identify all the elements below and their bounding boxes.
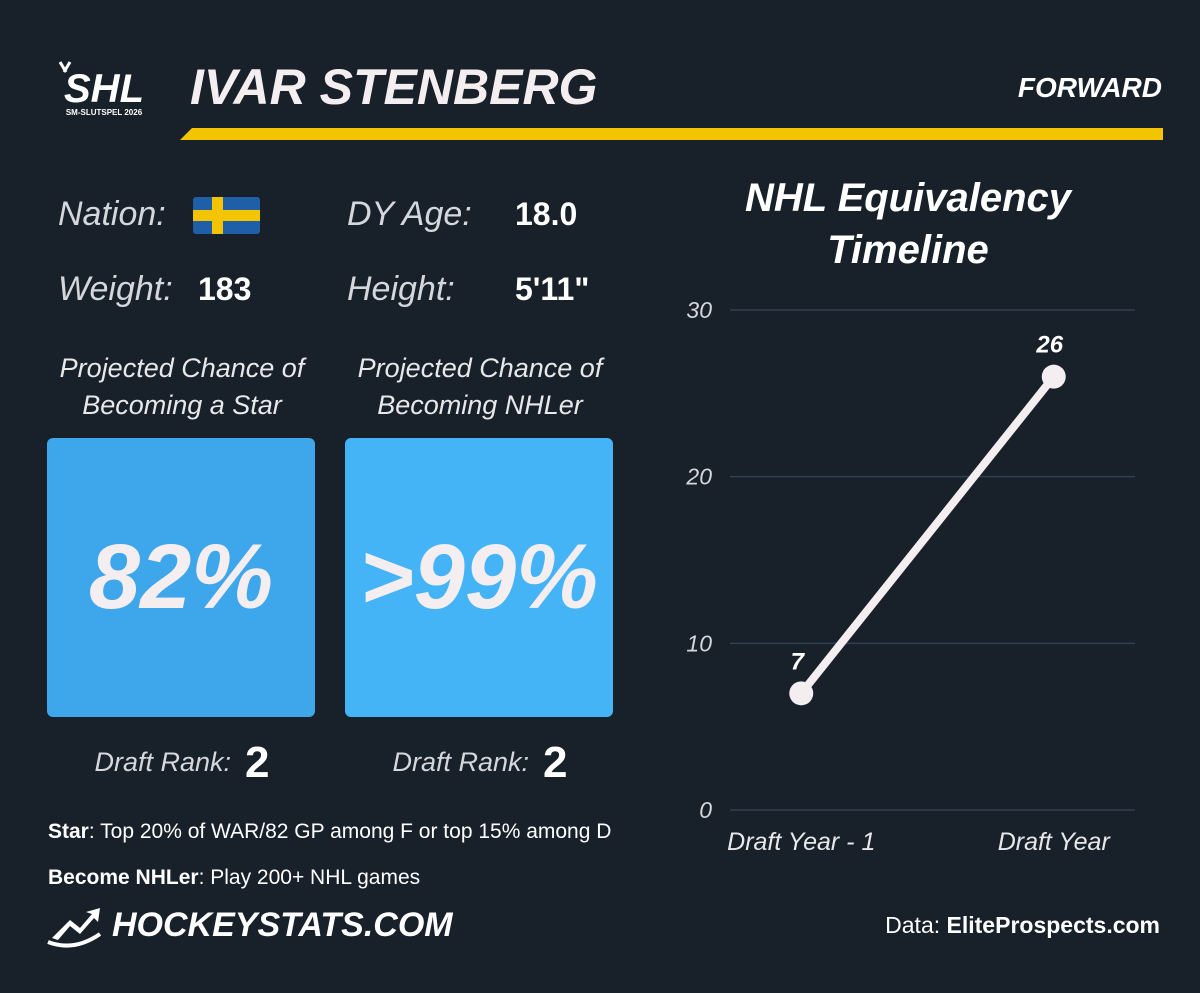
flag-cross	[193, 210, 260, 221]
projection-title: Becoming a Star	[82, 390, 282, 420]
brand: HOCKEYSTATS.COM	[112, 906, 453, 944]
projection-title: Becoming NHLer	[377, 390, 583, 420]
note-term: Star	[48, 820, 89, 843]
logo-crown	[62, 61, 72, 73]
brand-icon	[47, 908, 102, 948]
accent-bar	[180, 128, 1163, 140]
projection-value: >99%	[345, 438, 613, 717]
logo-subtext: SM-SLUTSPEL 2026	[66, 108, 143, 117]
y-tick-label: 30	[686, 297, 712, 323]
nation-label: Nation:	[58, 195, 166, 233]
note-term: Become NHLer	[48, 866, 199, 889]
chart-title: NHL Equivalency Timeline	[744, 176, 1072, 272]
note: Star: Top 20% of WAR/82 GP among F or to…	[48, 820, 611, 844]
weight-label: Weight:	[58, 270, 173, 308]
player-name: IVAR STENBERG	[190, 59, 598, 115]
projection-title: Projected Chance of	[59, 353, 305, 383]
source-name: EliteProspects.com	[946, 912, 1160, 938]
x-tick-label: Draft Year	[998, 828, 1112, 856]
point	[789, 681, 814, 706]
draft-rank: Draft Rank: 2	[345, 738, 615, 788]
note-text: : Play 200+ NHL games	[198, 866, 421, 889]
chart: 0 10 20 30 Draft Year - 1 Draft Year 7 26	[685, 297, 1135, 856]
value-label: 26	[1035, 332, 1063, 359]
draft-rank-value: 2	[543, 738, 568, 787]
point	[1041, 364, 1066, 389]
x-tick-label: Draft Year - 1	[727, 828, 875, 856]
position: FORWARD	[1017, 72, 1162, 103]
height: 5'11"	[515, 271, 590, 307]
y-tick-label: 0	[699, 797, 712, 823]
dy-age: 18.0	[515, 196, 578, 232]
dy-age-label: DY Age:	[347, 195, 472, 233]
note-text: : Top 20% of WAR/82 GP among F or top 15…	[88, 820, 612, 843]
y-tick-label: 20	[685, 464, 712, 490]
line	[798, 374, 1057, 696]
draft-rank-value: 2	[245, 738, 270, 787]
projection-value: 82%	[47, 438, 315, 717]
projection-title: Projected Chance of	[357, 353, 603, 383]
height-label: Height:	[347, 270, 455, 308]
draft-rank-label: Draft Rank:	[94, 747, 232, 777]
weight: 183	[198, 271, 252, 307]
source-label: Data:	[885, 912, 941, 938]
note: Become NHLer: Play 200+ NHL games	[48, 866, 420, 890]
y-tick-label: 10	[686, 630, 712, 656]
logo-text: SHL	[64, 67, 144, 111]
draft-rank: Draft Rank: 2	[47, 738, 317, 788]
source: Data: EliteProspects.com	[885, 912, 1160, 939]
value-label: 7	[791, 648, 806, 675]
draft-rank-label: Draft Rank:	[392, 747, 530, 777]
